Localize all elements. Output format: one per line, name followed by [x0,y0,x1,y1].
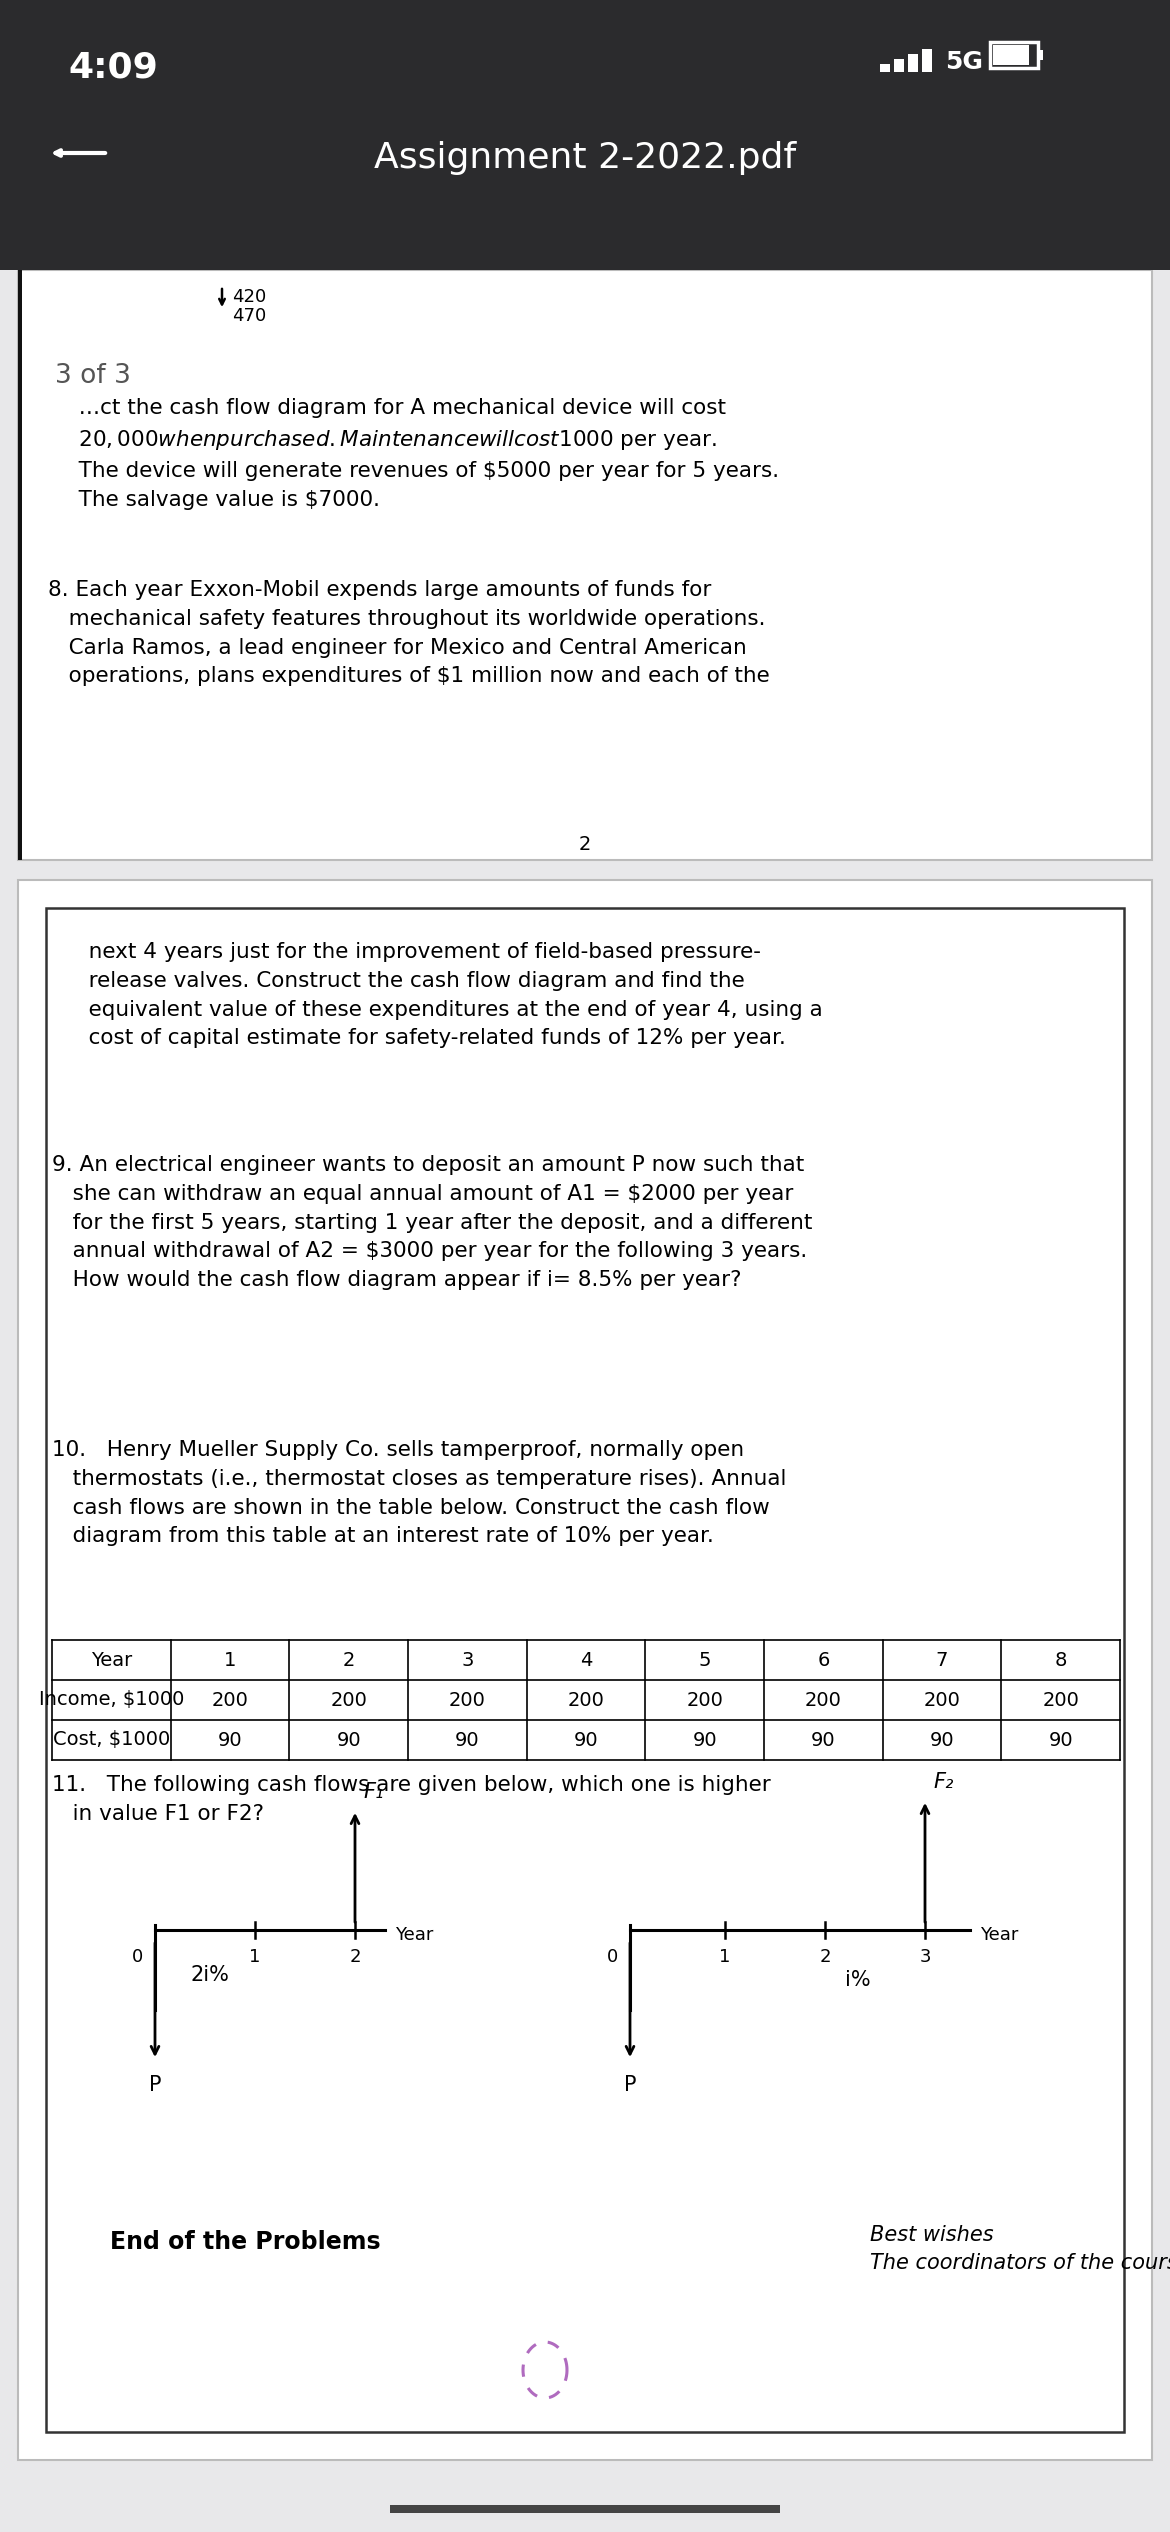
Text: 420: 420 [232,289,267,306]
Text: 6: 6 [817,1651,830,1669]
Bar [18,271,1152,861]
Text: Assignment 2-2022.pdf: Assignment 2-2022.pdf [374,142,796,175]
Text: F₂: F₂ [932,1772,954,1793]
Text: 90: 90 [218,1729,242,1750]
Text: 2: 2 [350,1947,360,1965]
Text: 7: 7 [936,1651,948,1669]
Bar [908,53,918,71]
Text: 8. Each year Exxon-Mobil expends large amounts of funds for
   mechanical safety: 8. Each year Exxon-Mobil expends large a… [48,580,770,686]
Text: 8: 8 [1054,1651,1067,1669]
Text: 4: 4 [580,1651,592,1669]
Text: 200: 200 [805,1691,841,1709]
Text: 2i%: 2i% [190,1965,229,1985]
Text: 200: 200 [449,1691,486,1709]
Text: 200: 200 [1042,1691,1079,1709]
Text: 11.   The following cash flows are given below, which one is higher
   in value : 11. The following cash flows are given b… [51,1775,771,1823]
Bar [0,271,1170,2532]
Text: 3: 3 [920,1947,931,1965]
Bar [46,909,1124,2433]
Text: End of the Problems: End of the Problems [110,2231,380,2253]
Text: 90: 90 [573,1729,598,1750]
Text: 470: 470 [232,306,267,324]
Bar [894,58,904,71]
Bar [990,43,1038,68]
Text: 0: 0 [132,1947,143,1965]
Text: 200: 200 [567,1691,605,1709]
Text: 200: 200 [687,1691,723,1709]
Text: 2: 2 [819,1947,831,1965]
Text: i%: i% [845,1970,870,1990]
Text: 200: 200 [923,1691,961,1709]
Text: P: P [149,2076,161,2094]
Text: Best wishes
The coordinators of the course: Best wishes The coordinators of the cour… [870,2226,1170,2274]
Text: F₁: F₁ [363,1783,384,1803]
Text: 9. An electrical engineer wants to deposit an amount P now such that
   she can : 9. An electrical engineer wants to depos… [51,1155,812,1291]
Text: 90: 90 [455,1729,480,1750]
Bar [993,46,1028,66]
Text: 90: 90 [930,1729,955,1750]
Text: 200: 200 [212,1691,248,1709]
Text: 90: 90 [811,1729,835,1750]
Text: 3: 3 [461,1651,474,1669]
Bar [922,48,932,71]
Text: 5G: 5G [945,51,983,73]
Text: 90: 90 [1048,1729,1073,1750]
Text: Cost, $1000: Cost, $1000 [53,1729,170,1750]
Bar [390,2504,780,2512]
Bar [18,271,22,861]
Text: next 4 years just for the improvement of field-based pressure-
   release valves: next 4 years just for the improvement of… [68,942,823,1048]
Text: Income, $1000: Income, $1000 [39,1691,184,1709]
Text: 1: 1 [223,1651,236,1669]
Text: 3 of 3: 3 of 3 [55,362,131,390]
Bar [0,0,1170,271]
Text: 5: 5 [698,1651,711,1669]
Bar [1038,51,1042,61]
Text: Year: Year [980,1927,1018,1945]
Text: 2: 2 [343,1651,355,1669]
Bar [880,63,890,71]
Text: …ct the cash flow diagram for A mechanical device will cost
   $20,000 when purc: …ct the cash flow diagram for A mechanic… [58,398,779,509]
Text: P: P [624,2076,636,2094]
Text: 1: 1 [249,1947,261,1965]
Text: 4:09: 4:09 [68,51,158,86]
Text: Year: Year [395,1927,433,1945]
Text: Year: Year [91,1651,132,1669]
Text: 0: 0 [607,1947,618,1965]
Text: 2: 2 [579,836,591,853]
Bar [18,881,1152,2461]
Text: 200: 200 [330,1691,367,1709]
Text: 1: 1 [720,1947,731,1965]
Text: 10.   Henry Mueller Supply Co. sells tamperproof, normally open
   thermostats (: 10. Henry Mueller Supply Co. sells tampe… [51,1441,786,1547]
Text: 90: 90 [693,1729,717,1750]
Text: 90: 90 [336,1729,362,1750]
